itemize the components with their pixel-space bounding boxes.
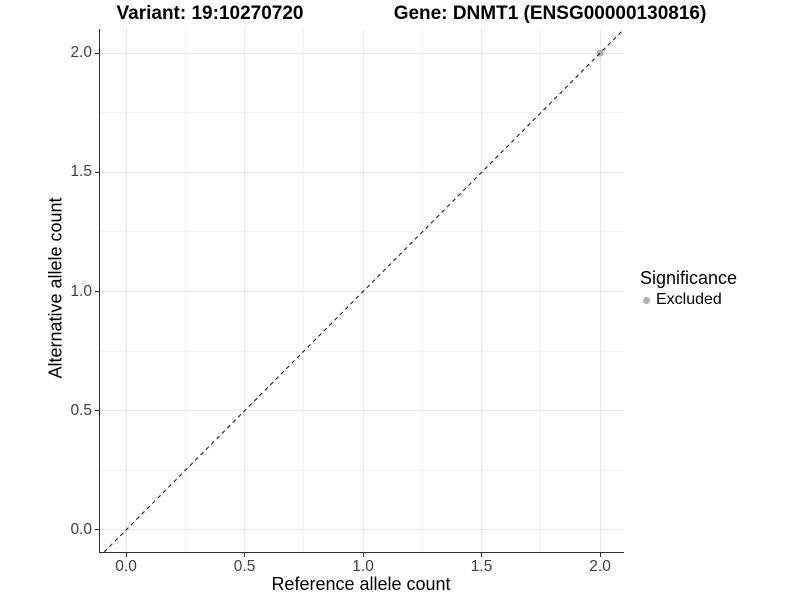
legend: Significance Excluded <box>640 268 737 310</box>
x-tick <box>244 553 246 557</box>
plot-area-canvas <box>103 29 624 552</box>
x-tick-label: 0.5 <box>233 558 256 575</box>
x-tick <box>125 553 127 557</box>
identity-dashed-line <box>103 29 624 552</box>
x-tick-label: 1.0 <box>352 558 374 575</box>
legend-item-label: Excluded <box>656 291 722 308</box>
y-tick-label: 1.0 <box>70 282 92 300</box>
y-tick-label: 2.0 <box>70 44 92 62</box>
x-tick-label: 0.0 <box>115 558 137 575</box>
y-major-gridline <box>100 410 624 412</box>
x-major-gridline <box>244 29 246 552</box>
y-tick <box>95 171 99 173</box>
x-tick-label: 1.5 <box>470 558 493 575</box>
y-major-gridline <box>100 291 624 293</box>
x-minor-gridline <box>540 29 542 552</box>
excluded-marker-icon <box>643 296 650 304</box>
legend-item-excluded: Excluded <box>640 290 737 310</box>
x-major-gridline <box>481 29 483 552</box>
x-axis-title: Reference allele count <box>271 574 451 594</box>
x-tick-label: 2.0 <box>589 558 611 575</box>
gene-title: Gene: DNMT1 (ENSG00000130816) <box>393 3 707 24</box>
y-minor-gridline <box>100 469 624 471</box>
y-major-gridline <box>100 52 624 54</box>
y-minor-gridline <box>100 112 624 114</box>
y-tick-label: 0.5 <box>70 401 92 419</box>
y-tick <box>95 529 99 531</box>
y-tick <box>95 52 99 54</box>
legend-title: Significance <box>640 268 738 288</box>
y-tick-label: 1.5 <box>70 163 92 181</box>
y-tick <box>95 410 99 412</box>
x-tick <box>599 553 601 557</box>
y-major-gridline <box>100 529 624 531</box>
x-tick <box>481 553 483 557</box>
x-minor-gridline <box>303 29 305 552</box>
variant-title: Variant: 19:10270720 <box>116 3 304 24</box>
y-minor-gridline <box>100 350 624 352</box>
plot-panel: 0.0 0.5 1.0 1.5 2.0 0.0 0.5 1.0 1.5 2.0 <box>70 29 624 575</box>
x-tick <box>362 553 364 557</box>
y-tick <box>95 291 99 293</box>
x-minor-gridline <box>184 29 186 552</box>
y-minor-gridline <box>100 231 624 233</box>
x-major-gridline <box>362 29 364 552</box>
y-axis-title: Alternative allele count <box>45 197 66 379</box>
x-major-gridline <box>125 29 127 552</box>
x-major-gridline <box>599 29 601 552</box>
y-major-gridline <box>100 171 624 173</box>
x-minor-gridline <box>421 29 423 552</box>
y-tick-label: 0.0 <box>70 520 92 538</box>
